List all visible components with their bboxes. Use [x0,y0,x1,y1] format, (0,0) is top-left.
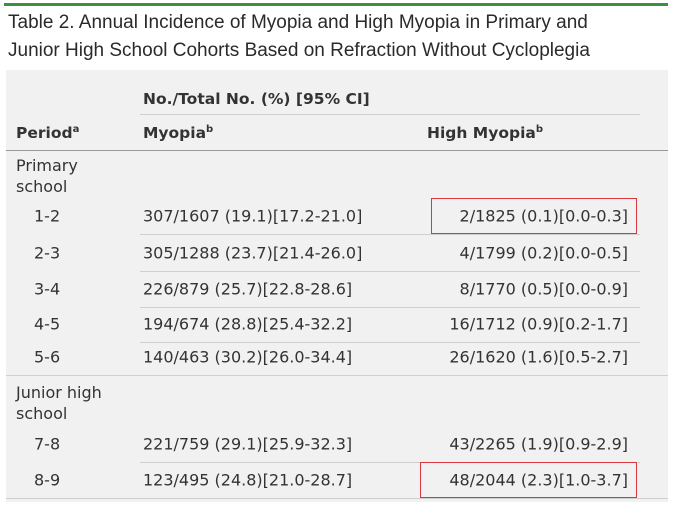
period: 8-9 [34,470,61,490]
section-label: Junior high school [16,383,102,423]
period: 1-2 [34,206,61,226]
period: 7-8 [34,434,61,454]
high-myopia: 2/1825 (0.1)[0.0-0.3] [459,206,628,226]
high-myopia: 43/2265 (1.9)[0.9-2.9] [449,434,628,454]
high-myopia: 4/1799 (0.2)[0.0-0.5] [459,243,628,263]
period: 3-4 [34,279,61,299]
rule [140,114,640,115]
high-myopia: 26/1620 (1.6)[0.5-2.7] [449,347,628,367]
high-myopia: 48/2044 (2.3)[1.0-3.7] [449,470,628,490]
high-myopia: 16/1712 (0.9)[0.2-1.7] [449,314,628,334]
myopia: 221/759 (29.1)[25.9-32.3] [143,434,353,454]
rule [6,498,668,499]
rule [140,234,640,235]
header-text: High Myopia [427,124,536,143]
rule [6,375,668,376]
section-label: Primary school [16,156,78,196]
footnote-mark: b [535,124,544,135]
title-line: Junior High School Cohorts Based on Refr… [8,40,590,61]
top-rule [4,3,668,6]
highlight-box [420,462,637,498]
rule [6,150,668,151]
rule [140,462,640,463]
myopia: 194/674 (28.8)[25.4-32.2] [143,314,353,334]
period: 5-6 [34,347,61,367]
myopia: 226/879 (25.7)[22.8-28.6] [143,279,353,299]
rule [140,342,640,343]
group-header: No./Total No. (%) [95% CI] [143,90,370,108]
myopia: 123/495 (24.8)[21.0-28.7] [143,470,353,490]
high-myopia: 8/1770 (0.5)[0.0-0.9] [459,279,628,299]
header-text: Myopia [143,124,207,143]
title-line: Table 2. Annual Incidence of Myopia and … [8,12,588,33]
rule [140,271,640,272]
column-header: Myopiab [143,124,213,142]
header-text: Period [16,124,73,143]
rule [140,307,640,308]
footnote-mark: a [72,124,80,135]
column-header: High Myopiab [427,124,543,142]
table-panel [6,70,668,502]
myopia: 307/1607 (19.1)[17.2-21.0] [143,206,363,226]
footnote-mark: b [206,124,214,135]
highlight-box [431,198,637,234]
period: 4-5 [34,314,61,334]
period: 2-3 [34,243,61,263]
myopia: 140/463 (30.2)[26.0-34.4] [143,347,353,367]
column-header: Perioda [16,124,79,142]
myopia: 305/1288 (23.7)[21.4-26.0] [143,243,363,263]
